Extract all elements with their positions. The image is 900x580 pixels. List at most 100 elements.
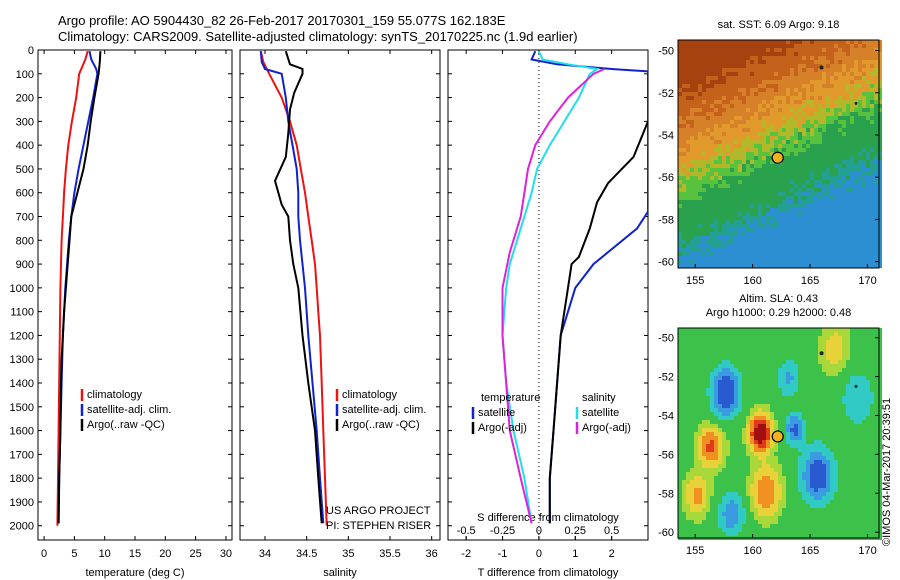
panel-frame <box>239 49 441 541</box>
map-cell <box>858 260 862 264</box>
map-cell <box>706 384 710 388</box>
map-cell <box>762 184 766 188</box>
map-cell <box>694 412 698 416</box>
map-cell <box>862 44 866 48</box>
map-cell <box>686 356 690 360</box>
map-cell <box>874 252 878 256</box>
map-cell <box>754 112 758 116</box>
map-cell <box>870 40 874 44</box>
map-cell <box>858 448 862 452</box>
map-cell <box>846 172 850 176</box>
map-cell <box>874 156 878 160</box>
map-cell <box>686 232 690 236</box>
map-cell <box>714 332 718 336</box>
map-cell <box>718 376 722 380</box>
map-cell <box>834 64 838 68</box>
map-cell <box>730 464 734 468</box>
map-cell <box>774 212 778 216</box>
map-cell <box>762 260 766 264</box>
map-cell <box>802 384 806 388</box>
map-cell <box>794 164 798 168</box>
map-cell <box>782 408 786 412</box>
map-cell <box>698 92 702 96</box>
map-cell <box>870 164 874 168</box>
map-cell <box>706 168 710 172</box>
map-cell <box>686 412 690 416</box>
map-cell <box>730 176 734 180</box>
map-cell <box>830 228 834 232</box>
map-cell <box>726 408 730 412</box>
map-cell <box>686 328 690 332</box>
map-cell <box>686 376 690 380</box>
map-cell <box>710 68 714 72</box>
map-cell <box>706 264 710 268</box>
map-cell <box>842 368 846 372</box>
map-cell <box>850 160 854 164</box>
map-cell <box>770 76 774 80</box>
map-cell <box>810 72 814 76</box>
map-cell <box>786 464 790 468</box>
map-cell <box>862 384 866 388</box>
map-cell <box>778 384 782 388</box>
map-cell <box>874 380 878 384</box>
map-cell <box>754 96 758 100</box>
map-cell <box>678 100 682 104</box>
map-cell <box>818 92 822 96</box>
map-cell <box>866 108 870 112</box>
map-cell <box>826 44 830 48</box>
map-cell <box>694 144 698 148</box>
map-cell <box>690 256 694 260</box>
map-cell <box>834 156 838 160</box>
map-cell <box>774 208 778 212</box>
map-cell <box>730 92 734 96</box>
map-cell <box>830 456 834 460</box>
map-cell <box>734 224 738 228</box>
map-cell <box>706 72 710 76</box>
map-cell <box>806 56 810 60</box>
map-cell <box>878 260 882 264</box>
map-cell <box>754 72 758 76</box>
x-tick-label: -2 <box>461 548 471 560</box>
map-cell <box>806 212 810 216</box>
map-cell <box>822 404 826 408</box>
map-cell <box>810 440 814 444</box>
map-cell <box>730 140 734 144</box>
map-cell <box>854 40 858 44</box>
map-cell <box>758 372 762 376</box>
map-cell <box>770 240 774 244</box>
map-cell <box>718 116 722 120</box>
map-cell <box>838 128 842 132</box>
map-cell <box>738 240 742 244</box>
map-cell <box>714 192 718 196</box>
map-cell <box>810 360 814 364</box>
map-cell <box>806 160 810 164</box>
map-cell <box>878 352 882 356</box>
map-cell <box>766 180 770 184</box>
map-cell <box>854 116 858 120</box>
map-cell <box>686 236 690 240</box>
map-cell <box>770 348 774 352</box>
map-cell <box>854 400 858 404</box>
map-cell <box>690 60 694 64</box>
map-cell <box>774 328 778 332</box>
map-cell <box>726 460 730 464</box>
map-cell <box>858 148 862 152</box>
map-cell <box>706 240 710 244</box>
map-cell <box>878 196 882 200</box>
map-cell <box>846 332 850 336</box>
map-cell <box>858 140 862 144</box>
map-cell <box>818 412 822 416</box>
map-cell <box>726 260 730 264</box>
map-cell <box>706 440 710 444</box>
map-cell <box>838 368 842 372</box>
map-cell <box>742 88 746 92</box>
map-cell <box>694 404 698 408</box>
map-cell <box>846 412 850 416</box>
map-cell <box>798 96 802 100</box>
map-cell <box>798 456 802 460</box>
map-cell <box>686 468 690 472</box>
map-cell <box>794 40 798 44</box>
map-cell <box>750 328 754 332</box>
map-cell <box>766 260 770 264</box>
map-cell <box>798 384 802 388</box>
